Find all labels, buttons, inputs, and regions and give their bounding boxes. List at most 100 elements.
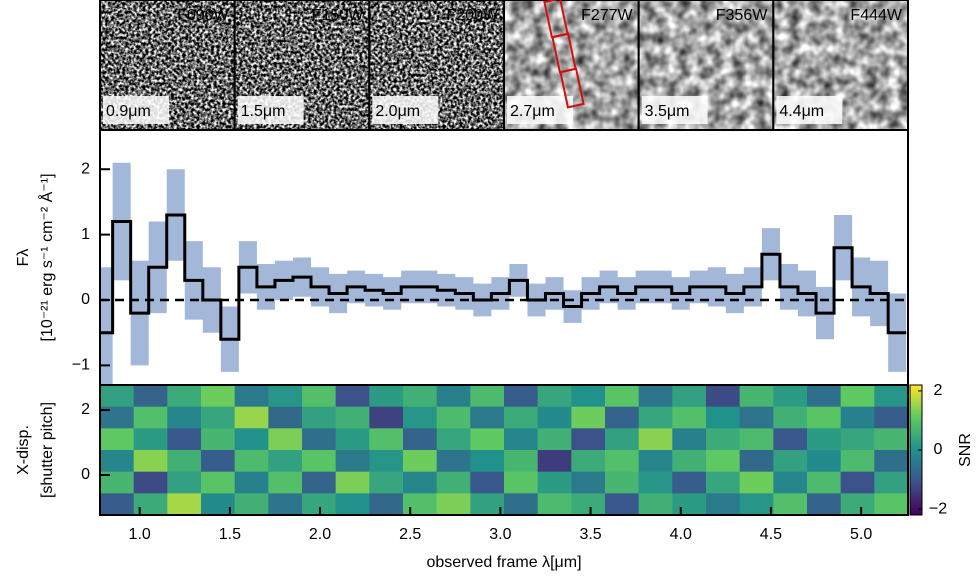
heatmap-cell <box>133 450 168 473</box>
heatmap-cell <box>537 450 572 473</box>
y-axis-label: Fλ <box>15 249 32 267</box>
heatmap-cell <box>773 428 808 451</box>
heatmap-cell <box>638 406 673 429</box>
heatmap-cell <box>335 471 370 494</box>
heatmap-cell <box>638 428 673 451</box>
heatmap-cell <box>470 493 505 516</box>
heatmap-cell <box>403 450 438 473</box>
heatmap-cell <box>638 450 673 473</box>
y-tick-label: 2 <box>81 160 90 177</box>
heatmap-cell <box>470 428 505 451</box>
x-axis-label: observed frame λ[μm] <box>426 554 581 571</box>
wavelength-label: 2.7μm <box>510 103 555 120</box>
heatmap-cell <box>807 471 842 494</box>
heatmap-cell <box>133 471 168 494</box>
heatmap-cell <box>504 493 539 516</box>
heatmap-cell <box>605 493 640 516</box>
heatmap-cell <box>302 471 337 494</box>
heatmap-cell <box>167 385 202 408</box>
heatmap-cell <box>672 385 707 408</box>
heatmap-cell <box>436 385 471 408</box>
heatmap-cell <box>706 493 741 516</box>
heatmap-cell <box>100 450 135 473</box>
heatmap-cell <box>369 428 404 451</box>
heatmap-cell <box>706 428 741 451</box>
heatmap-cell <box>874 471 909 494</box>
heatmap-cell <box>201 406 236 429</box>
heatmap-cell <box>504 406 539 429</box>
heatmap-cell <box>739 450 774 473</box>
heatmap-cell <box>470 385 505 408</box>
heatmap-cell <box>706 471 741 494</box>
heatmap-cell <box>234 385 269 408</box>
heatmap-cell <box>874 406 909 429</box>
heatmap-cell <box>133 493 168 516</box>
error-band <box>100 162 907 385</box>
filter-label: F090W <box>177 7 229 24</box>
slit-shutter <box>559 67 585 109</box>
heatmap-cell <box>302 450 337 473</box>
heatmap-cell <box>167 406 202 429</box>
heatmap-cell <box>201 428 236 451</box>
colorbar-tick-label: 0 <box>934 441 943 458</box>
heatmap-cell <box>403 471 438 494</box>
heatmap-cell <box>537 471 572 494</box>
panel-frame <box>99 384 909 516</box>
heatmap-cell <box>504 428 539 451</box>
colorbar-tick-label: −2 <box>929 500 947 517</box>
heatmap-cell <box>100 493 135 516</box>
heatmap-cell <box>739 406 774 429</box>
y-tick-label: 0 <box>81 466 90 483</box>
heatmap-cell <box>234 471 269 494</box>
heatmap-cell <box>874 428 909 451</box>
heatmap-cell <box>504 471 539 494</box>
y-tick-label: −1 <box>72 357 90 374</box>
heatmap-cell <box>100 406 135 429</box>
heatmap-cell <box>100 471 135 494</box>
heatmap-cell <box>537 428 572 451</box>
wavelength-label: 0.9μm <box>106 103 151 120</box>
heatmap-cell <box>807 493 842 516</box>
y-axis-label: X-disp. <box>15 425 32 475</box>
heatmap-cell <box>335 450 370 473</box>
heatmap-cell <box>706 450 741 473</box>
heatmap-cell <box>234 493 269 516</box>
x-tick-label: 3.0 <box>489 526 511 543</box>
heatmap-cell <box>605 450 640 473</box>
heatmap-cell <box>369 493 404 516</box>
heatmap-cell <box>605 471 640 494</box>
heatmap-cell <box>302 428 337 451</box>
heatmap-cell <box>302 385 337 408</box>
heatmap-cell <box>773 385 808 408</box>
x-tick-label: 1.5 <box>219 526 241 543</box>
filter-label: F277W <box>581 7 633 24</box>
heatmap-cell <box>874 493 909 516</box>
label-bg <box>372 96 439 124</box>
wavelength-label: 2.0μm <box>375 103 420 120</box>
label-bg <box>507 96 573 124</box>
y-tick-label: 2 <box>81 401 90 418</box>
heatmap-cell <box>706 406 741 429</box>
heatmap-cell <box>773 493 808 516</box>
heatmap-cell <box>167 493 202 516</box>
heatmap-cell <box>807 406 842 429</box>
heatmap-cell <box>605 406 640 429</box>
heatmap-cell <box>133 406 168 429</box>
colorbar-tick-label: 2 <box>934 382 943 399</box>
y-axis-units: [shutter pitch] <box>39 402 56 498</box>
heatmap-cell <box>672 428 707 451</box>
heatmap-cell <box>504 450 539 473</box>
heatmap-cell <box>672 471 707 494</box>
label-bg <box>641 96 708 124</box>
y-tick-label: 1 <box>81 226 90 243</box>
filter-label: F356W <box>716 7 768 24</box>
heatmap-cell <box>436 428 471 451</box>
heatmap-cell <box>571 471 606 494</box>
heatmap-cell <box>840 385 875 408</box>
heatmap-cell <box>571 450 606 473</box>
heatmap-cell <box>571 428 606 451</box>
heatmap-cell <box>470 406 505 429</box>
panels: −1 0 1 2 Fλ [10⁻²¹ erg s⁻¹ cm⁻² Å⁻¹] 1.0 1.5 2.0… <box>15 129 974 571</box>
label-bg <box>103 96 169 124</box>
